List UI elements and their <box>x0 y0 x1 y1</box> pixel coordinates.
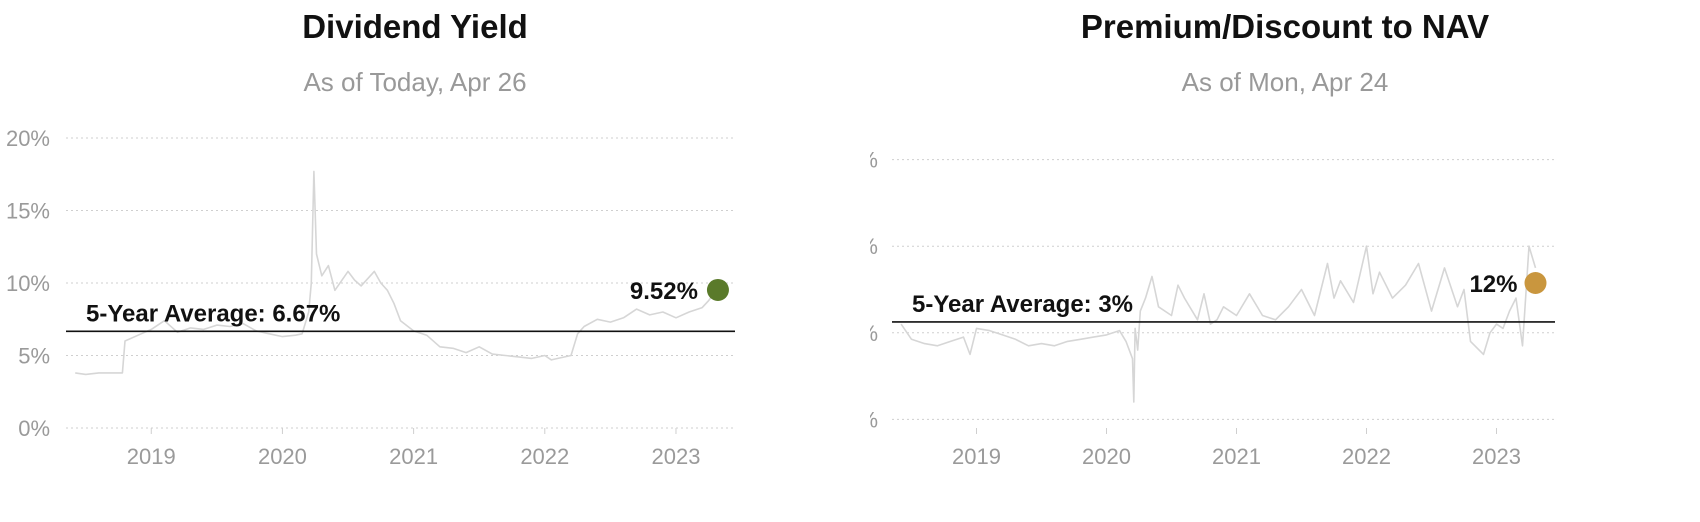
y-tick-label: 15% <box>6 199 50 224</box>
y-tick-label: 0% <box>870 321 878 346</box>
dividend-yield-plot: 0% 5% 10% 15% 20% 2019 2020 2021 2022 2023 5-Year … <box>6 126 735 469</box>
premium-discount-plot: -20% 0% 20% 40% 2019 2020 2021 2022 2023 5-Year A… <box>870 148 1555 469</box>
series-line <box>900 245 1537 403</box>
premium-discount-chart: Premium/Discount to NAV As of Mon, Apr 2… <box>870 0 1700 522</box>
x-tick-label: 2019 <box>127 444 176 469</box>
x-tick-label: 2020 <box>258 444 307 469</box>
x-tick-label: 2023 <box>651 444 700 469</box>
x-tick-label: 2022 <box>520 444 569 469</box>
y-tick-label: 20% <box>6 126 50 151</box>
latest-value-marker <box>1524 272 1547 294</box>
y-tick-label: 10% <box>6 271 50 296</box>
y-tick-label: 40% <box>870 148 878 173</box>
y-tick-label: 0% <box>18 416 50 441</box>
chart-title: Premium/Discount to NAV <box>1080 8 1490 45</box>
x-tick-label: 2020 <box>1082 444 1131 469</box>
x-tick-label: 2023 <box>1472 444 1521 469</box>
chart-title: Dividend Yield <box>302 8 528 45</box>
latest-value-marker <box>706 278 729 301</box>
chart-subtitle: As of Mon, Apr 24 <box>1181 67 1389 97</box>
x-tick-label: 2022 <box>1342 444 1391 469</box>
y-tick-label: 5% <box>18 344 50 369</box>
x-tick-label: 2019 <box>952 444 1001 469</box>
latest-value-label: 12% <box>1469 271 1517 298</box>
average-label: 5-Year Average: 6.67% <box>86 300 340 327</box>
series-line <box>75 170 716 376</box>
x-tick-label: 2021 <box>1212 444 1261 469</box>
y-tick-label: -20% <box>870 407 878 432</box>
dividend-yield-chart: Dividend Yield As of Today, Apr 26 0% 5% 1… <box>0 0 830 522</box>
x-tick-label: 2021 <box>389 444 438 469</box>
y-tick-label: 20% <box>870 234 878 259</box>
latest-value-label: 9.52% <box>630 278 698 305</box>
average-label: 5-Year Average: 3% <box>912 291 1133 318</box>
chart-subtitle: As of Today, Apr 26 <box>303 67 527 97</box>
